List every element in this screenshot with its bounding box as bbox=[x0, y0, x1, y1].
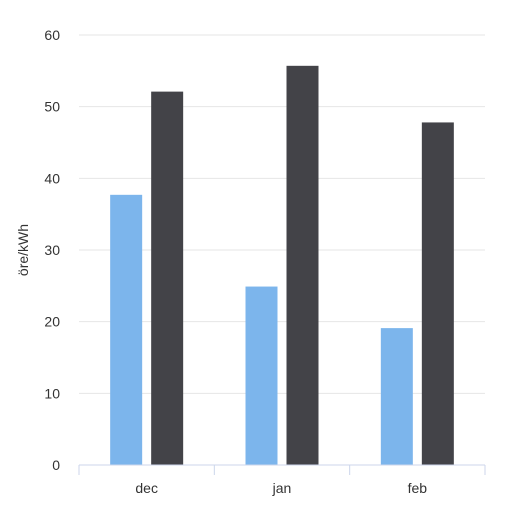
bar-dec-series-1 bbox=[110, 194, 143, 466]
x-axis-ticks: dec jan feb bbox=[135, 480, 427, 496]
y-tick-label: 0 bbox=[52, 457, 60, 473]
y-axis-ticks: 0 10 20 30 40 50 60 bbox=[44, 27, 60, 473]
bar-dec-series-2 bbox=[151, 91, 184, 465]
y-tick-label: 50 bbox=[44, 99, 60, 115]
y-tick-label: 20 bbox=[44, 314, 60, 330]
bar-feb-series-1 bbox=[380, 328, 413, 465]
y-axis-title: öre/kWh bbox=[15, 224, 31, 276]
y-tick-label: 40 bbox=[44, 170, 60, 186]
gridlines bbox=[79, 34, 485, 394]
bar-jan-series-2 bbox=[286, 65, 319, 466]
bars bbox=[110, 65, 454, 466]
y-tick-label: 10 bbox=[44, 385, 60, 401]
y-tick-label: 60 bbox=[44, 27, 60, 43]
x-tick-label: dec bbox=[135, 480, 158, 496]
x-tick-label: jan bbox=[272, 480, 292, 496]
x-tick-label: feb bbox=[408, 480, 428, 496]
x-axis bbox=[78, 464, 486, 475]
bar-feb-series-2 bbox=[421, 122, 454, 465]
y-tick-label: 30 bbox=[44, 242, 60, 258]
bar-jan-series-1 bbox=[245, 286, 278, 465]
